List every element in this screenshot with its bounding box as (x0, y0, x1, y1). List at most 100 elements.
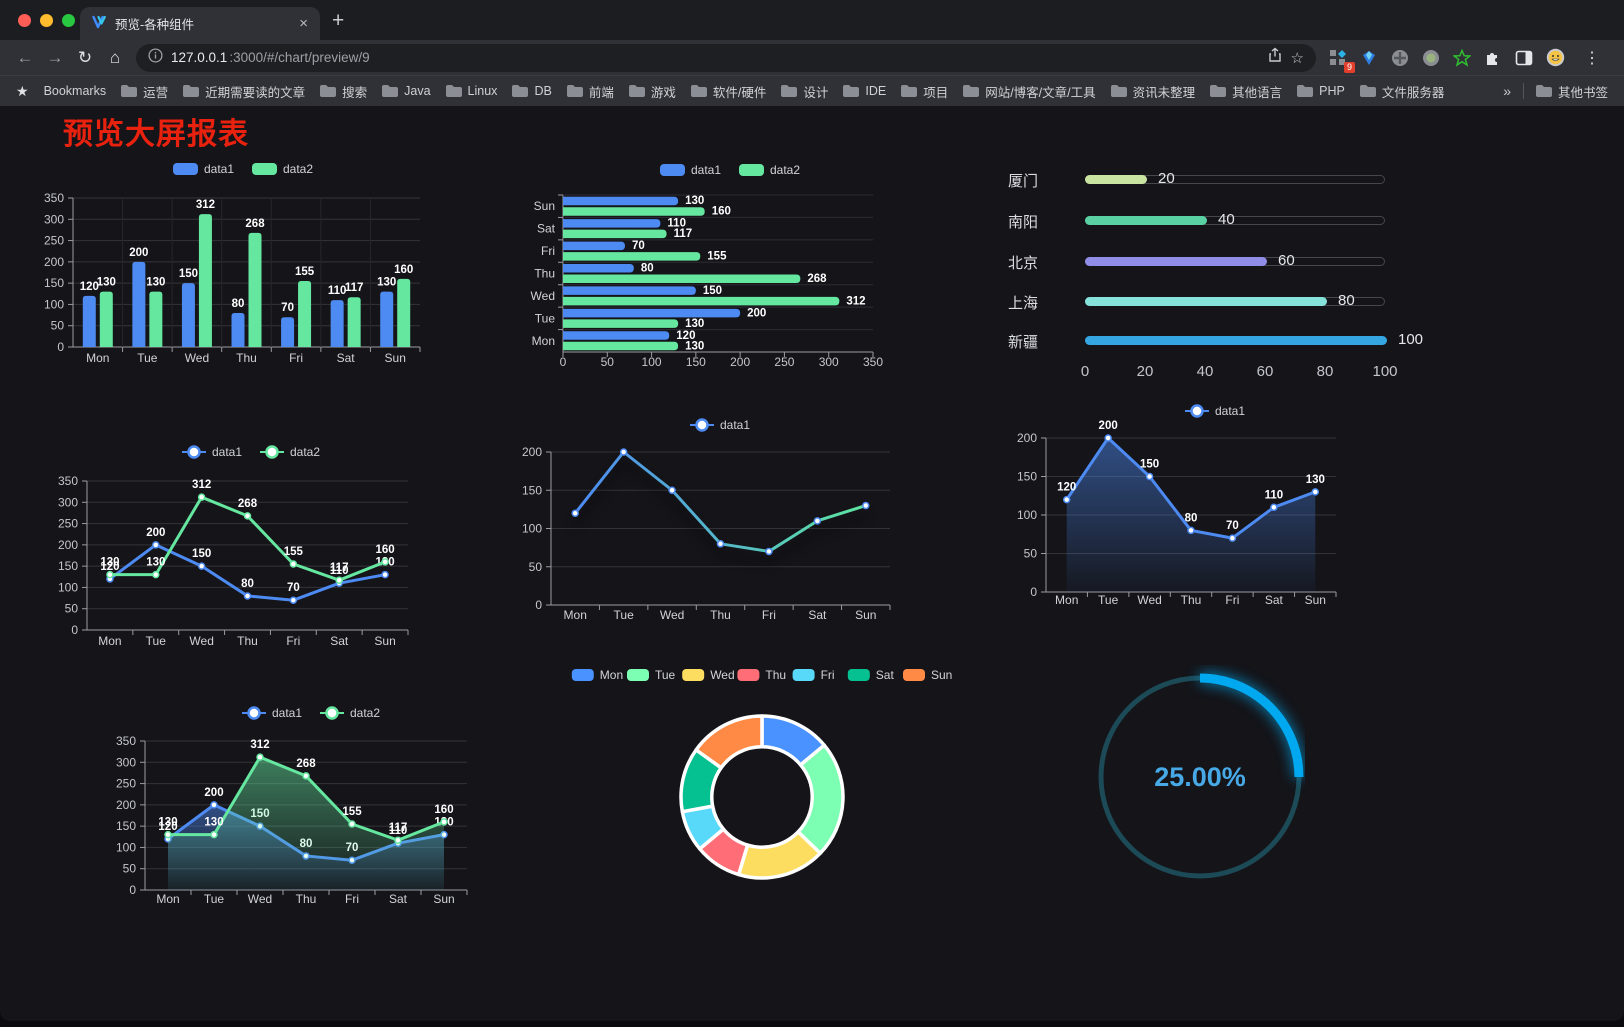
bookmark-folder[interactable]: PHP (1297, 82, 1345, 101)
legend-item[interactable]: Wed (682, 668, 735, 682)
svg-text:Thu: Thu (534, 267, 555, 281)
legend-item[interactable]: Fri (792, 668, 835, 682)
minimize-window-button[interactable] (40, 14, 53, 27)
sidebar-toggle-icon[interactable] (1514, 48, 1534, 68)
bookmark-folder[interactable]: IDE (843, 82, 886, 101)
close-window-button[interactable] (18, 14, 31, 27)
pie-slice[interactable] (694, 714, 764, 770)
progress-value: 40 (1218, 211, 1235, 228)
forward-button[interactable]: → (46, 47, 64, 67)
svg-text:70: 70 (281, 302, 294, 314)
legend-item[interactable]: data1 (1185, 404, 1245, 418)
progress-row: 厦门 20 (990, 168, 1420, 190)
legend-item[interactable]: data2 (739, 163, 800, 177)
svg-text:Fri: Fri (286, 634, 300, 648)
dot-circle-extension-icon[interactable] (1421, 48, 1441, 68)
svg-text:130: 130 (1306, 474, 1325, 486)
legend-item[interactable]: Thu (737, 668, 786, 682)
legend-item[interactable]: data1 (242, 706, 302, 720)
svg-text:50: 50 (601, 355, 615, 369)
bookmark-folder[interactable]: 前端 (566, 82, 614, 101)
svg-text:110: 110 (330, 565, 349, 577)
legend-item[interactable]: data2 (260, 445, 320, 459)
new-tab-button[interactable]: + (332, 9, 345, 32)
svg-text:155: 155 (342, 806, 362, 818)
share-icon[interactable] (1267, 47, 1283, 68)
reload-button[interactable]: ↻ (77, 47, 93, 67)
svg-text:312: 312 (192, 479, 211, 491)
svg-text:130: 130 (158, 817, 177, 829)
bookmark-folder[interactable]: Java (382, 82, 431, 101)
browser-tab[interactable]: 预览-各种组件 × (80, 7, 320, 40)
svg-text:Tue: Tue (614, 608, 635, 622)
progress-track (1085, 297, 1385, 306)
bookmarks-star-icon[interactable]: ★ (16, 82, 29, 99)
bookmark-folder[interactable]: 近期需要读的文章 (183, 82, 305, 101)
svg-text:Sat: Sat (537, 222, 556, 236)
svg-text:300: 300 (116, 755, 136, 769)
grid-extension-icon[interactable]: 9 (1328, 48, 1355, 73)
bookmark-folder[interactable]: Linux (445, 82, 497, 101)
svg-text:200: 200 (1017, 431, 1037, 445)
progress-row: 北京 60 (990, 250, 1420, 272)
svg-text:Tue: Tue (535, 311, 556, 325)
svg-text:300: 300 (44, 212, 64, 226)
bookmark-folder[interactable]: DB (512, 82, 552, 101)
legend-item[interactable]: data2 (320, 706, 380, 720)
svg-text:Tue: Tue (655, 668, 676, 682)
bookmark-folder[interactable]: 运营 (121, 82, 168, 101)
svg-text:Wed: Wed (710, 668, 734, 682)
page-content: 预览大屏报表 data1 data2 0 50 100 150 200 250 300 350 Mo… (0, 106, 1624, 1021)
progress-value: 80 (1338, 292, 1355, 309)
legend-item[interactable]: data2 (252, 162, 313, 176)
maximize-window-button[interactable] (62, 14, 75, 27)
home-button[interactable]: ⌂ (109, 47, 121, 67)
legend-item[interactable]: Mon (571, 668, 623, 682)
svg-text:Wed: Wed (1137, 593, 1161, 607)
bookmark-folder[interactable]: 网站/博客/文章/工具 (963, 82, 1096, 101)
tab-strip: 预览-各种组件 × + (0, 0, 1624, 40)
bookmark-folder[interactable]: 软件/硬件 (690, 82, 766, 101)
puzzle-extension-icon[interactable] (1483, 48, 1503, 68)
svg-text:80: 80 (241, 578, 254, 590)
legend-item[interactable]: data1 (660, 163, 721, 177)
svg-text:Thu: Thu (710, 608, 731, 622)
other-bookmarks-folder[interactable]: 其他书签 (1535, 82, 1608, 101)
site-info-icon[interactable] (148, 47, 163, 68)
emoji-extension-icon[interactable] (1545, 48, 1565, 68)
clover-extension-icon[interactable] (1390, 48, 1410, 68)
legend-item[interactable]: Sun (903, 668, 952, 682)
legend-item[interactable]: data1 (173, 162, 234, 176)
svg-text:110: 110 (667, 218, 686, 230)
bookmark-star-icon[interactable]: ☆ (1290, 49, 1304, 67)
address-bar[interactable]: 127.0.0.1 :3000/#/chart/preview/9 ☆ (136, 43, 1316, 72)
bookmark-folder[interactable]: 资讯未整理 (1110, 82, 1195, 101)
bookmark-folder[interactable]: 文件服务器 (1359, 82, 1444, 101)
legend-item[interactable]: Sat (847, 668, 895, 682)
bookmarks-label[interactable]: Bookmarks (43, 84, 107, 98)
legend-item[interactable]: data1 (182, 445, 242, 459)
svg-text:Fri: Fri (762, 608, 776, 622)
legend-item[interactable]: data1 (690, 418, 750, 432)
bookmark-folder[interactable]: 项目 (901, 82, 948, 101)
browser-menu-icon[interactable]: ⋮ (1584, 49, 1600, 67)
bookmark-folder[interactable]: 游戏 (628, 82, 676, 101)
bookmark-folder[interactable]: 搜索 (320, 82, 367, 101)
svg-text:300: 300 (819, 355, 839, 369)
bookmark-folder[interactable]: 其他语言 (1210, 82, 1282, 101)
line-chart-two-series: data1 data2 0 50 100 150 200 250 300 350 Mon Tue Wed… (58, 445, 409, 648)
svg-text:Mon: Mon (564, 608, 587, 622)
svg-text:155: 155 (707, 251, 727, 263)
bookmark-folder[interactable]: 设计 (781, 82, 828, 101)
svg-text:150: 150 (703, 285, 722, 297)
svg-text:268: 268 (296, 758, 316, 770)
svg-text:0: 0 (129, 883, 136, 897)
vue-devtools-icon[interactable] (1359, 48, 1379, 68)
tab-close-icon[interactable]: × (299, 15, 308, 32)
bookmark-folder-list: 运营 近期需要读的文章 搜索 Java Linux DB 前端 游戏 软件/硬件 设计 IDE 项目网… (121, 82, 1444, 101)
green-star-extension-icon[interactable] (1452, 48, 1472, 68)
back-button[interactable]: ← (16, 47, 34, 67)
bookmarks-overflow-chevron[interactable]: » (1503, 83, 1511, 99)
legend-item[interactable]: Tue (627, 668, 676, 682)
axis-tick-label: 40 (1196, 363, 1214, 380)
